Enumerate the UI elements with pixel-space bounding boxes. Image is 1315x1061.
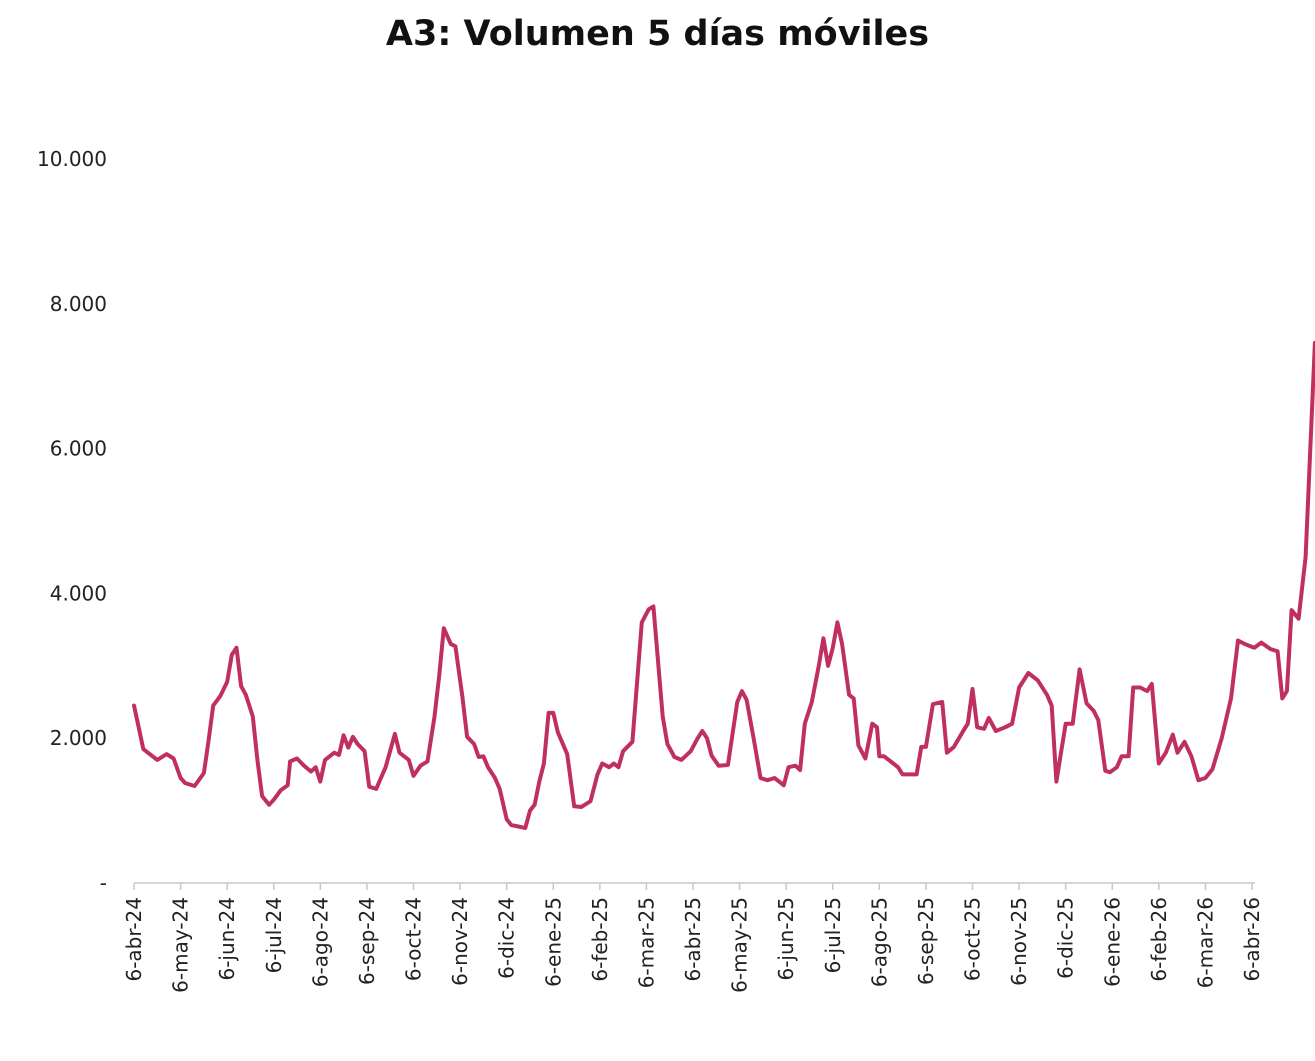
x-axis: 6-abr-24 6-may-24 6-jun-24 6-jul-24 6-ago-24…: [122, 883, 1264, 993]
y-axis: - 2.000 4.000 6.000 8.000 10.000: [37, 147, 107, 895]
x-tick-label: 6-jul-24: [262, 897, 286, 973]
plot-area: 5.967: [132, 340, 1315, 830]
x-tick-label: 6-ene-26: [1100, 897, 1124, 987]
x-tick-label: 6-dic-25: [1054, 897, 1078, 979]
x-tick-label: 6-sep-25: [914, 897, 938, 985]
x-tick-label: 6-abr-24: [122, 897, 146, 982]
series-line: [132, 340, 1315, 830]
x-tick-label: 6-feb-26: [1147, 897, 1171, 982]
x-tick-label: 6-jun-24: [215, 897, 239, 981]
x-tick-label: 6-jul-25: [821, 897, 845, 973]
x-tick-label: 6-oct-24: [402, 897, 426, 981]
x-tick-label: 6-mar-26: [1193, 897, 1217, 988]
y-tick-label: 8.000: [50, 292, 107, 316]
x-tick-label: 6-ene-25: [541, 897, 565, 987]
x-tick-label: 6-ago-25: [867, 897, 891, 987]
x-tick-label: 6-oct-25: [961, 897, 985, 981]
chart-title: A3: Volumen 5 días móviles: [385, 14, 930, 54]
y-tick-label: 4.000: [50, 581, 107, 605]
x-tick-label: 6-feb-25: [588, 897, 612, 982]
x-tick-label: 6-nov-25: [1007, 897, 1031, 986]
y-tick-label: 2.000: [50, 726, 107, 750]
x-tick-label: 6-abr-25: [681, 897, 705, 982]
y-tick-label: 10.000: [37, 147, 107, 171]
x-tick-label: 6-dic-24: [495, 897, 519, 979]
x-tick-label: 6-may-25: [728, 897, 752, 993]
y-tick-label: -: [100, 871, 107, 895]
x-tick-label: 6-sep-24: [355, 897, 379, 985]
x-tick-label: 6-may-24: [169, 897, 193, 993]
x-tick-label: 6-jun-25: [774, 897, 798, 981]
x-tick-label: 6-abr-26: [1240, 897, 1264, 982]
x-tick-label: 6-ago-24: [308, 897, 332, 987]
x-tick-label: 6-nov-24: [448, 897, 472, 986]
x-tick-label: 6-mar-25: [634, 897, 658, 988]
y-tick-label: 6.000: [50, 437, 107, 461]
